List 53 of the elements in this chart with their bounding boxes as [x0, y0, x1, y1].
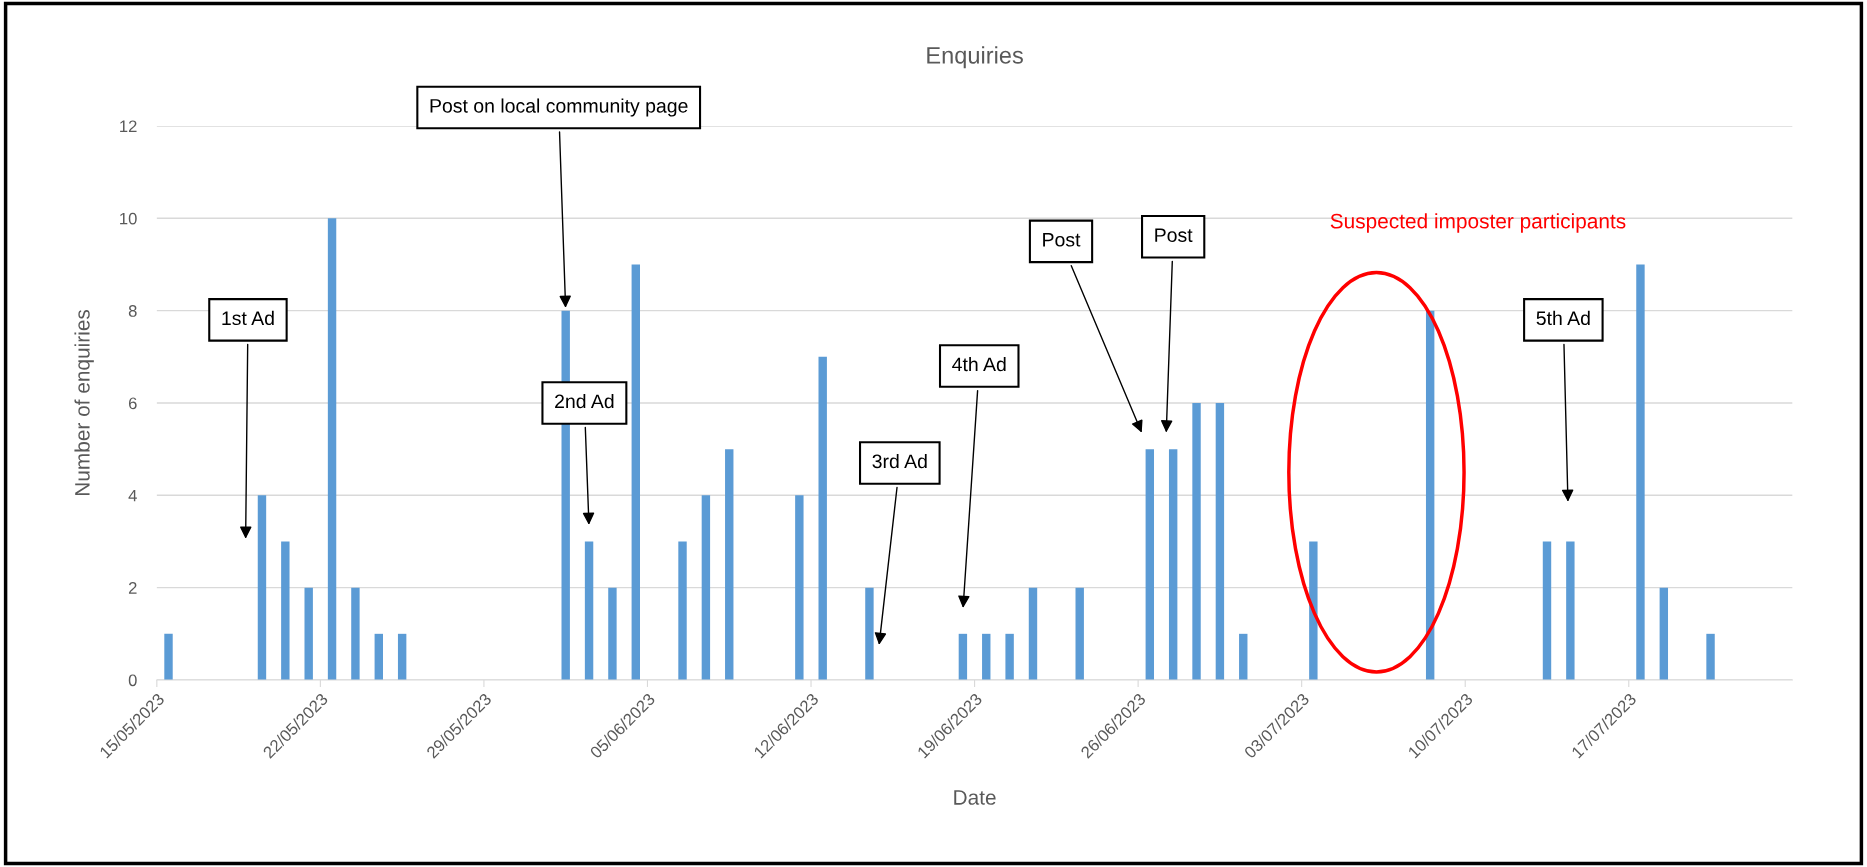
annotation: 3rd Ad: [872, 453, 927, 469]
bar: [1659, 587, 1669, 680]
annotation: 5th Ad: [1536, 310, 1590, 326]
bar: [1168, 449, 1178, 680]
y-tick-label: 12: [120, 120, 137, 133]
bar: [818, 356, 827, 680]
annotation: Suspected imposter participants: [1330, 213, 1626, 233]
bar: [678, 541, 687, 680]
bar: [584, 541, 594, 680]
bar: [1215, 402, 1225, 680]
bar: [304, 587, 313, 680]
bar: [164, 633, 173, 680]
text: Post on local community page: [430, 98, 688, 117]
y-tick-label: 2: [128, 582, 137, 594]
bar: [958, 633, 968, 680]
bar: [397, 633, 407, 680]
x-axis-title: Date: [954, 790, 996, 805]
bar: [1309, 541, 1318, 680]
bar: [725, 449, 734, 680]
bar: [327, 218, 337, 680]
y-tick-label: 6: [128, 397, 137, 410]
bar: [257, 495, 267, 680]
annotation: Post: [1155, 228, 1193, 242]
bar: [701, 495, 711, 680]
bar: [281, 541, 290, 680]
y-tick-label: 0: [128, 674, 137, 687]
bar: [1542, 541, 1552, 680]
bar: [1028, 587, 1038, 680]
bar: [1005, 633, 1014, 680]
y-tick-label: 10: [120, 212, 137, 225]
chart-title: Enquiries: [927, 46, 1023, 69]
bar: [1425, 310, 1435, 680]
bar: [631, 264, 640, 680]
annotation: 1st Ad: [222, 310, 274, 326]
annotation: 2nd Ad: [555, 393, 614, 409]
annotation: 4th Ad: [952, 356, 1006, 372]
y-axis-title: Number of enquiries: [74, 309, 94, 496]
bar: [374, 633, 383, 680]
bar: [1636, 264, 1645, 680]
bar: [1566, 541, 1575, 680]
y-tick-label: 4: [128, 489, 137, 502]
bar: [1075, 587, 1084, 680]
bar: [865, 587, 874, 680]
y-tick-label: 8: [128, 305, 137, 317]
bar: [1192, 402, 1201, 680]
bar: [1145, 449, 1155, 680]
bar: [1239, 633, 1248, 680]
bar: [982, 633, 991, 680]
bar: [795, 495, 804, 680]
bar: [608, 587, 617, 680]
bar: [351, 587, 360, 680]
bar: [1706, 633, 1715, 680]
annotation: Post: [1043, 233, 1081, 247]
